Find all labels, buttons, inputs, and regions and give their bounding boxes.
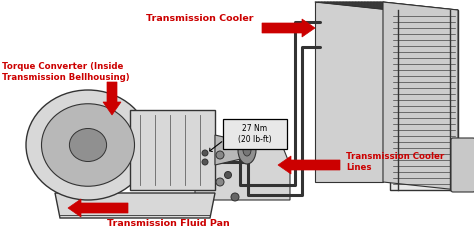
Polygon shape [55, 193, 215, 218]
Polygon shape [383, 2, 458, 190]
Circle shape [202, 159, 208, 165]
Polygon shape [390, 10, 458, 190]
Circle shape [202, 150, 208, 156]
Polygon shape [315, 2, 383, 182]
Circle shape [216, 178, 224, 186]
FancyBboxPatch shape [451, 138, 474, 192]
Text: Torque Converter (Inside
Transmission Bellhousing): Torque Converter (Inside Transmission Be… [2, 62, 129, 82]
Polygon shape [278, 156, 340, 174]
Ellipse shape [69, 128, 107, 161]
Circle shape [216, 151, 224, 159]
Polygon shape [103, 82, 121, 115]
Polygon shape [195, 140, 290, 200]
Polygon shape [262, 19, 315, 37]
Polygon shape [315, 2, 458, 10]
Ellipse shape [243, 144, 251, 156]
Text: Transmission Cooler
Lines: Transmission Cooler Lines [346, 152, 444, 172]
Text: 27 Nm
(20 lb-ft): 27 Nm (20 lb-ft) [238, 124, 272, 144]
Circle shape [225, 132, 231, 138]
Polygon shape [68, 199, 128, 217]
Circle shape [225, 172, 231, 178]
FancyBboxPatch shape [130, 110, 215, 190]
FancyBboxPatch shape [223, 119, 287, 149]
Ellipse shape [42, 104, 135, 186]
Text: Transmission Cooler: Transmission Cooler [146, 14, 254, 23]
Polygon shape [215, 135, 245, 165]
Text: Transmission Fluid Pan: Transmission Fluid Pan [107, 219, 229, 228]
Ellipse shape [238, 136, 256, 164]
Circle shape [231, 193, 239, 201]
Ellipse shape [26, 90, 150, 200]
